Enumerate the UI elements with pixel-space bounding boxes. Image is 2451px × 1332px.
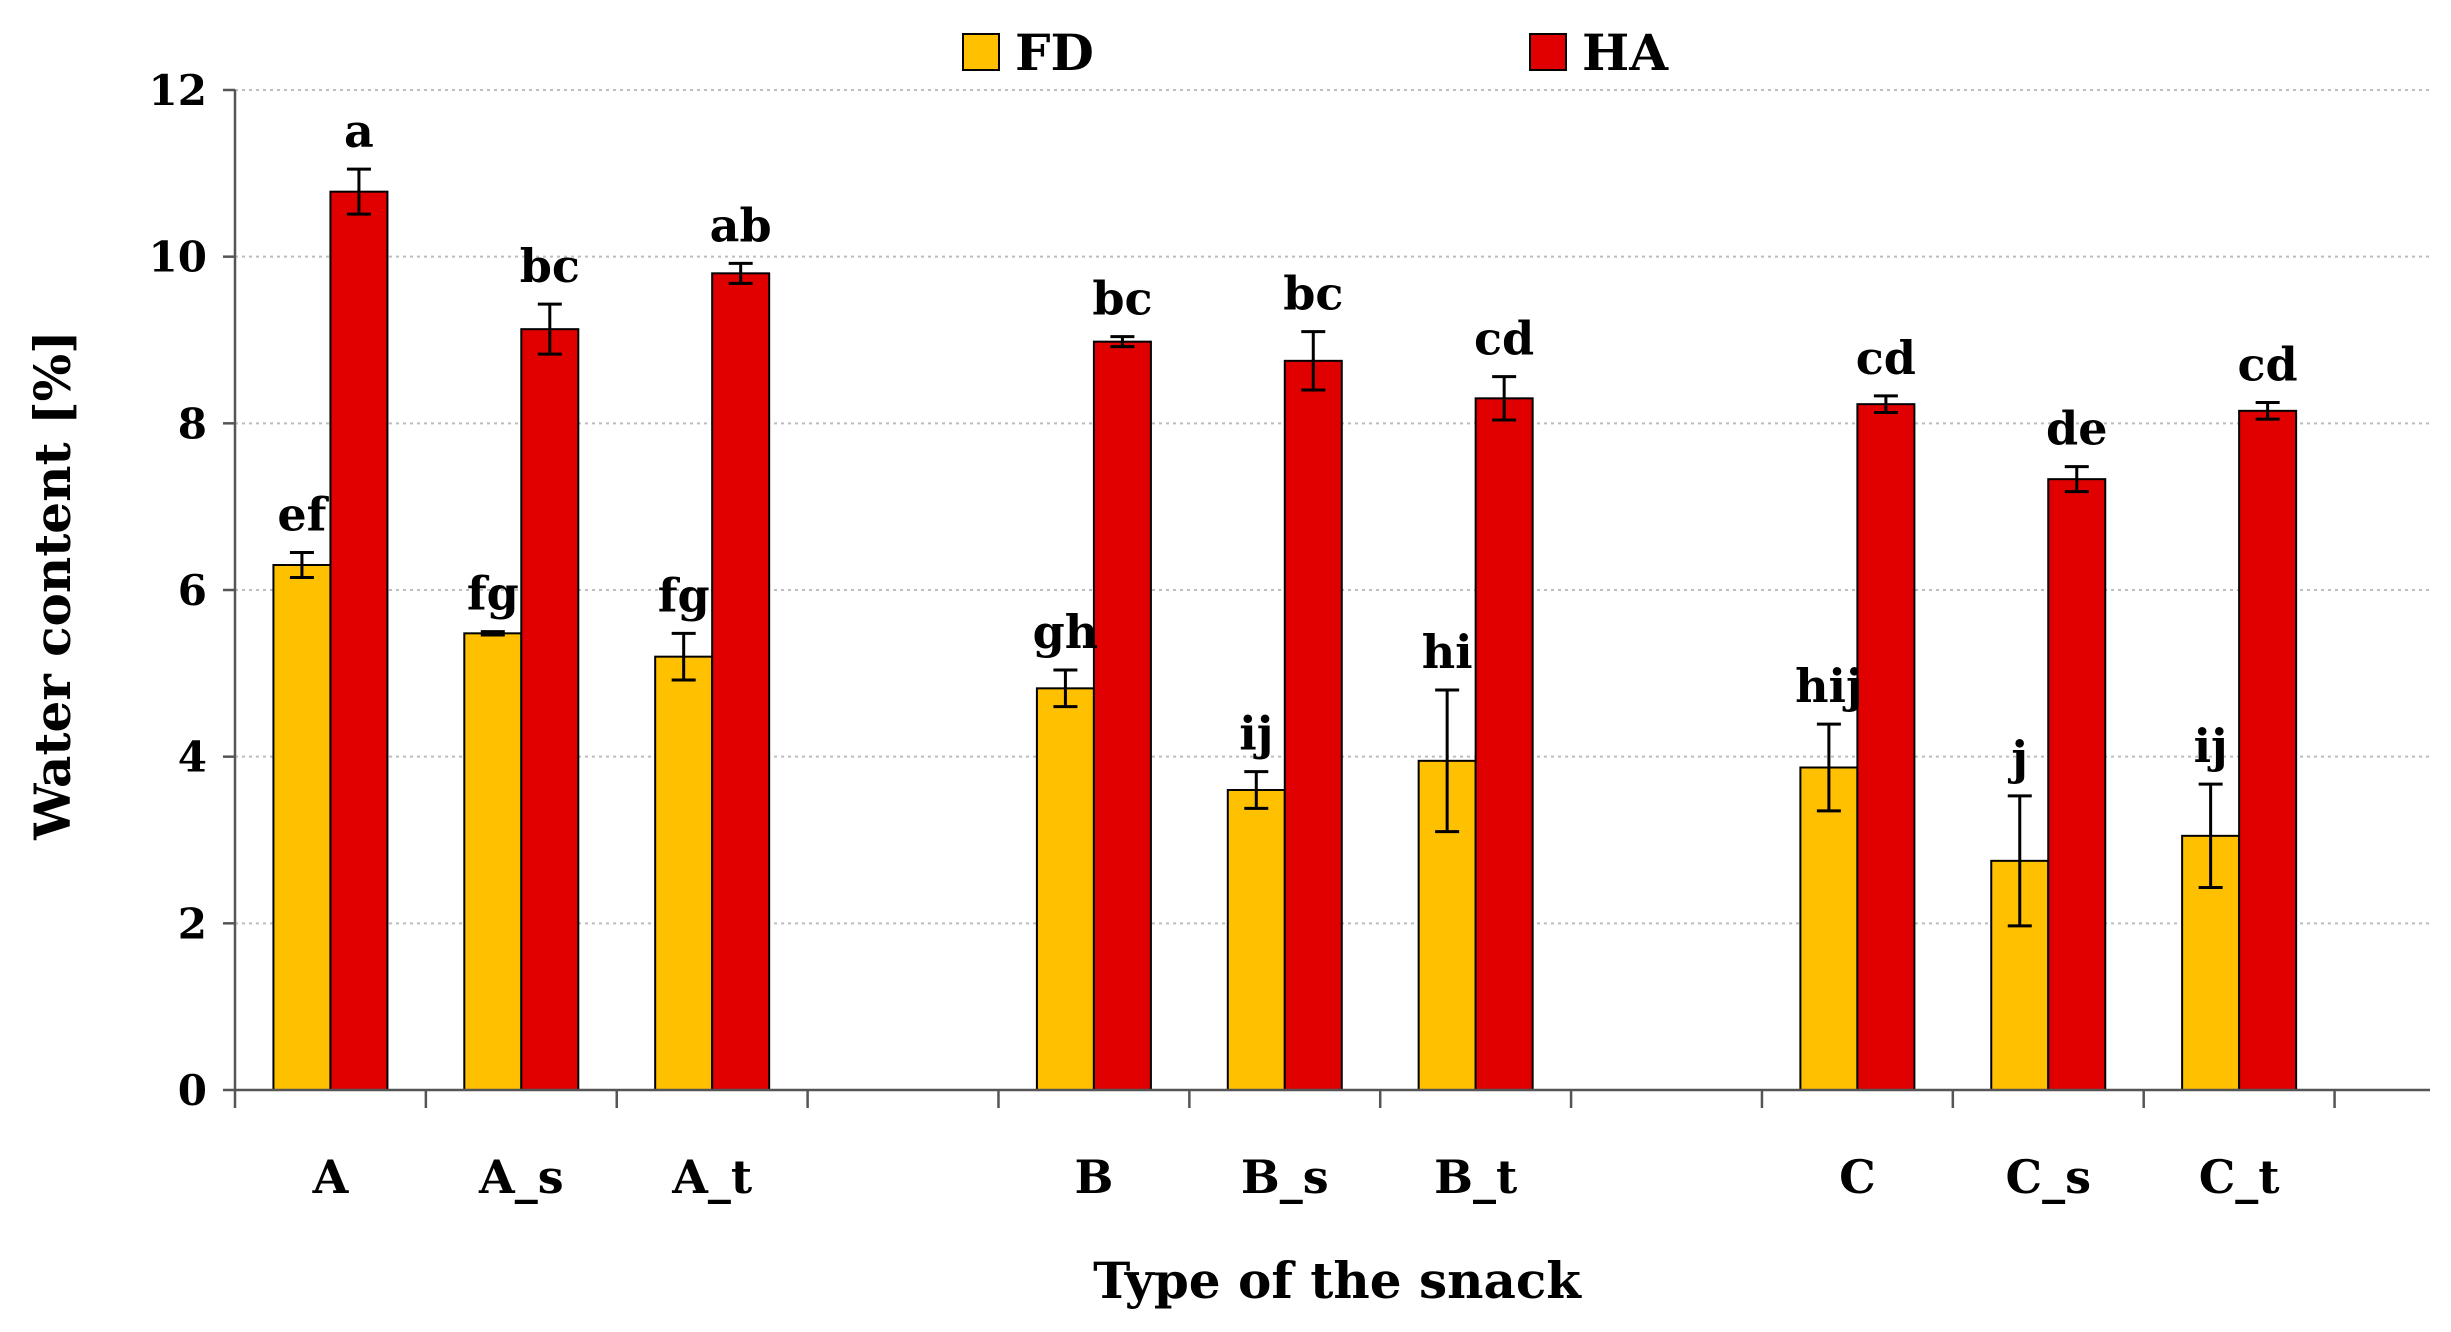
y-tick-label: 8	[178, 399, 207, 448]
x-category-label: A_s	[478, 1150, 564, 1204]
bar-ha-a-s	[520, 328, 580, 1091]
y-tick-label: 10	[149, 233, 207, 282]
bar-fd-b	[1035, 687, 1095, 1091]
significance-label: cd	[2238, 338, 2298, 392]
bar-fd-a-t	[654, 655, 714, 1092]
significance-labels: ef a fg bc fg ab gh bc ij bc hi cd hij cd j de ij cd	[277, 104, 2297, 785]
x-category-label: B	[1074, 1150, 1113, 1204]
significance-label: ij	[1239, 707, 1273, 761]
x-category-label: B_s	[1241, 1150, 1329, 1204]
error-bar	[1053, 668, 1078, 709]
significance-label: cd	[1474, 312, 1534, 366]
bar-ha-a-t	[711, 272, 771, 1092]
error-bar	[671, 631, 696, 682]
axes	[223, 88, 2430, 1108]
significance-label: j	[2007, 731, 2028, 785]
significance-label: hij	[1795, 659, 1863, 713]
legend-swatch-ha	[1529, 33, 1567, 71]
bar-ha-a	[329, 190, 389, 1091]
significance-label: bc	[1092, 272, 1152, 326]
error-bar	[1301, 330, 1326, 392]
error-bar	[480, 630, 505, 637]
error-bar	[2198, 782, 2223, 889]
legend: FD HA	[962, 23, 1669, 82]
error-bar	[1110, 335, 1135, 349]
x-category-label: B_t	[1434, 1150, 1518, 1204]
x-axis-title: Type of the snack	[1093, 1251, 1582, 1310]
x-category-label: A_t	[671, 1150, 753, 1204]
error-bar	[2007, 794, 2032, 928]
error-bar	[2255, 401, 2280, 421]
significance-label: fg	[658, 568, 710, 622]
significance-label: ab	[710, 198, 772, 252]
error-bar	[1244, 770, 1269, 810]
bar-ha-c-t	[2238, 409, 2298, 1092]
bar-ha-b-s	[1283, 359, 1343, 1092]
significance-label: bc	[1283, 267, 1343, 321]
x-category-label: A	[312, 1150, 350, 1204]
x-category-labels: A A_s A_t B B_s B_t C C_s C_t	[312, 1150, 2281, 1204]
significance-label: gh	[1033, 605, 1099, 659]
x-category-label: C_s	[2006, 1150, 2092, 1204]
x-category-label: C	[1839, 1150, 1876, 1204]
bar-ha-c-s	[2047, 478, 2107, 1091]
legend-label-ha: HA	[1582, 23, 1669, 82]
significance-label: cd	[1856, 331, 1916, 385]
error-bar	[728, 261, 753, 285]
legend-swatch-fd	[962, 33, 1000, 71]
legend-label-fd: FD	[1015, 23, 1094, 82]
y-tick-label: 0	[178, 1066, 207, 1115]
y-axis-title: Water content [%]	[23, 330, 82, 841]
y-tick-labels: 0 2 4 6 8 10 12	[149, 66, 207, 1115]
x-category-label: C_t	[2199, 1150, 2281, 1204]
y-tick-label: 12	[149, 66, 207, 115]
significance-label: a	[344, 104, 374, 158]
error-bar	[2064, 465, 2089, 494]
bar-ha-c	[1856, 403, 1916, 1091]
significance-label: hi	[1422, 625, 1473, 679]
bar-fd-b-s	[1226, 789, 1286, 1091]
significance-label: ef	[277, 488, 329, 542]
bar-ha-b	[1092, 340, 1152, 1091]
error-bar	[346, 167, 371, 216]
significance-label: ij	[2194, 719, 2228, 773]
error-bar	[537, 302, 562, 356]
bar-ha-b-t	[1474, 397, 1534, 1092]
error-bar	[1492, 375, 1517, 422]
error-bar	[289, 551, 314, 579]
y-tick-label: 2	[178, 899, 207, 948]
error-bar	[1816, 722, 1841, 813]
significance-label: fg	[467, 567, 519, 621]
bar-fd-a	[272, 564, 332, 1091]
bar-fd-a-s	[463, 632, 523, 1091]
y-tick-label: 6	[178, 566, 207, 615]
significance-label: de	[2046, 402, 2107, 456]
y-tick-label: 4	[178, 733, 207, 782]
error-bar	[1435, 688, 1460, 834]
bar-fd-c	[1799, 766, 1859, 1091]
significance-label: bc	[520, 239, 580, 293]
error-bar	[1873, 394, 1898, 414]
